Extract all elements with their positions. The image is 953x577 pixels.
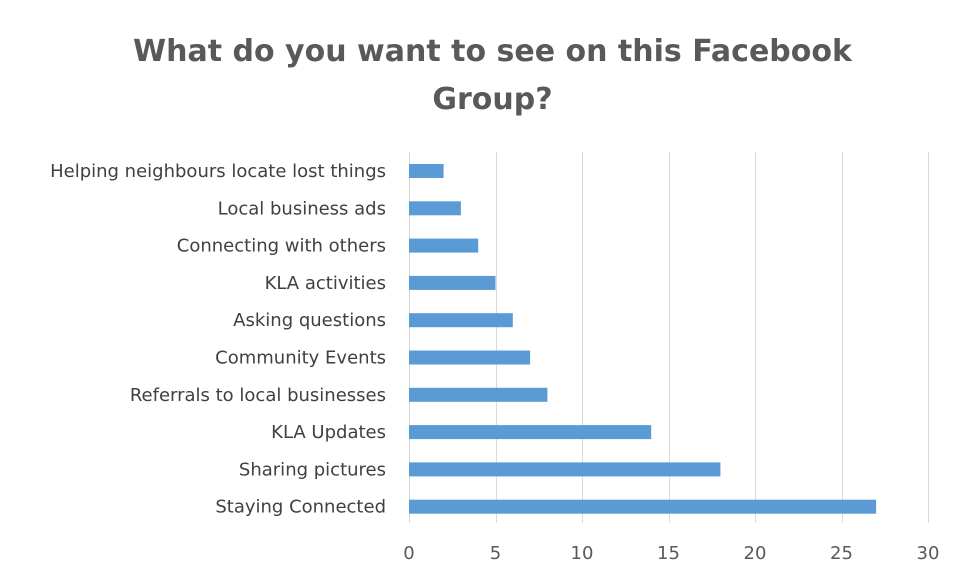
bar-1 [409,201,461,216]
x-tick-label-3: 15 [657,543,680,564]
category-label-4: Asking questions [233,310,386,331]
category-label-1: Local business ads [218,198,386,219]
category-label-0: Helping neighbours locate lost things [50,161,386,182]
bar-4 [409,313,513,328]
bar-7 [409,425,652,440]
x-tick-label-2: 10 [571,543,594,564]
x-tick-label-6: 30 [917,543,940,564]
bar-9 [409,499,877,514]
category-label-3: KLA activities [265,273,386,294]
chart-title: What do you want to see on this Facebook… [0,28,953,124]
category-label-2: Connecting with others [177,236,386,257]
bar-2 [409,238,479,253]
x-tick-label-5: 25 [830,543,853,564]
x-tick-label-4: 20 [744,543,767,564]
bar-0 [409,164,444,178]
chart-title-line-2: Group? [432,82,553,117]
x-tick-label-1: 5 [490,543,501,564]
category-label-9: Staying Connected [215,497,386,518]
x-tick-label-0: 0 [403,543,414,564]
x-tick-labels: 0 5 10 15 20 25 30 [403,543,939,564]
bar-6 [409,387,548,402]
category-label-7: KLA Updates [271,422,386,443]
category-label-5: Community Events [215,348,386,369]
category-label-8: Sharing pictures [239,459,386,480]
bar-3 [409,275,496,290]
chart-title-line-1: What do you want to see on this Facebook [133,34,852,69]
bars [409,164,877,514]
category-labels: Helping neighbours locate lost things Loc… [50,161,386,518]
bar-8 [409,462,721,477]
category-label-6: Referrals to local businesses [130,385,386,406]
bar-5 [409,350,531,365]
